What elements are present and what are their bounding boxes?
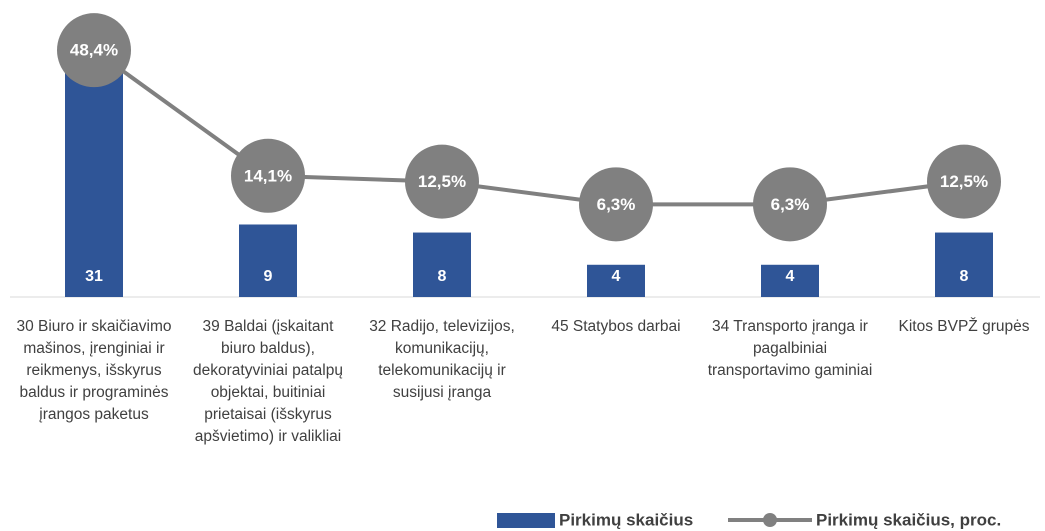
x-tick-label: 45 Statybos darbai xyxy=(551,318,681,335)
legend-label: Pirkimų skaičius, proc. xyxy=(816,510,1001,529)
line-label: 48,4% xyxy=(70,41,118,60)
bar xyxy=(935,232,993,297)
bar xyxy=(587,264,645,297)
bar-label: 4 xyxy=(612,268,621,285)
x-tick-label: 32 Radijo, televizijos, komunikacijų, te… xyxy=(369,318,515,401)
line-label: 6,3% xyxy=(597,195,636,214)
bar xyxy=(761,264,819,297)
legend-swatch xyxy=(497,513,555,528)
line-marker xyxy=(579,167,653,242)
line-label: 12,5% xyxy=(418,172,466,191)
x-tick-label: 34 Transporto įranga ir pagalbiniai tran… xyxy=(707,318,873,379)
x-tick-label: 39 Baldai (įskaitant biuro baldus), deko… xyxy=(193,318,343,445)
line-marker xyxy=(405,144,479,219)
line xyxy=(92,48,965,207)
x-tick-label: 30 Biuro ir skaičiavimo mašinos, įrengin… xyxy=(16,318,172,423)
line-marker xyxy=(231,138,305,213)
bar-label: 4 xyxy=(786,268,795,285)
bar xyxy=(65,47,123,297)
line-label: 12,5% xyxy=(940,172,988,191)
bar-label: 9 xyxy=(264,268,273,285)
bar-label: 8 xyxy=(960,268,969,285)
bar xyxy=(413,232,471,297)
legend-swatch xyxy=(763,513,777,527)
legend-label: Pirkimų skaičius xyxy=(559,510,693,529)
line-marker xyxy=(753,167,827,242)
line-marker xyxy=(927,144,1001,219)
line-marker xyxy=(57,13,131,88)
bar-label: 8 xyxy=(438,268,447,285)
bar xyxy=(239,224,297,297)
bar-label: 31 xyxy=(85,268,103,285)
line-label: 6,3% xyxy=(771,195,810,214)
x-tick-label: Kitos BVPŽ grupės xyxy=(898,318,1030,335)
line-label: 14,1% xyxy=(244,166,292,185)
